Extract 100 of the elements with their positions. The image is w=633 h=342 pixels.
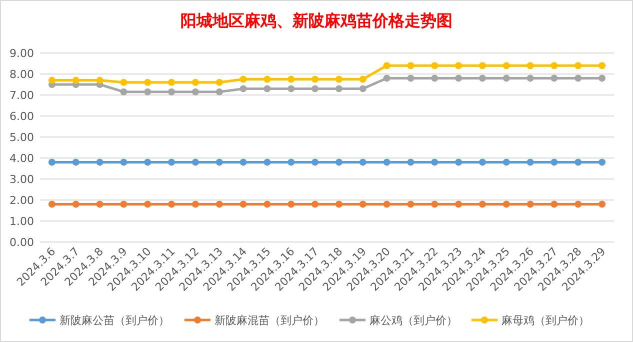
point — [192, 200, 199, 208]
point — [526, 158, 534, 166]
point — [168, 158, 176, 166]
point — [335, 76, 342, 83]
point — [288, 85, 295, 92]
point — [168, 78, 176, 86]
point — [168, 88, 176, 96]
point — [478, 158, 486, 166]
legend-label: 麻母鸡（到户价） — [502, 314, 590, 327]
point — [240, 158, 247, 166]
point — [502, 200, 510, 208]
point — [264, 200, 271, 208]
point — [264, 85, 271, 92]
point — [192, 78, 199, 86]
point — [526, 62, 534, 70]
point — [72, 76, 80, 84]
point — [312, 76, 319, 83]
point — [478, 62, 486, 70]
point — [598, 74, 606, 82]
point — [192, 88, 199, 96]
point — [96, 76, 104, 84]
point — [312, 158, 319, 166]
legend-label: 麻公鸡（到户价） — [370, 314, 458, 327]
point — [574, 200, 582, 208]
point — [383, 74, 390, 82]
point — [550, 158, 558, 166]
point — [240, 85, 247, 92]
point — [72, 158, 80, 166]
point — [550, 62, 558, 70]
point — [478, 74, 486, 82]
y-tick-label: 4.00 — [10, 152, 34, 165]
point — [216, 158, 223, 166]
point — [335, 85, 342, 92]
point — [431, 200, 438, 208]
y-tick-label: 9.00 — [10, 47, 34, 60]
point — [48, 158, 56, 166]
point — [455, 200, 462, 208]
point — [502, 158, 510, 166]
point — [48, 76, 56, 84]
y-tick-label: 7.00 — [10, 89, 34, 102]
point — [407, 158, 414, 166]
point — [192, 158, 199, 166]
y-tick-label: 1.00 — [10, 215, 34, 228]
point — [455, 62, 462, 70]
chart-title: 阳城地区麻鸡、新陂麻鸡苗价格走势图 — [180, 11, 452, 30]
point — [574, 158, 582, 166]
point — [72, 200, 80, 208]
point — [407, 200, 414, 208]
point — [288, 76, 295, 83]
point — [216, 78, 223, 86]
point — [144, 158, 152, 166]
point — [120, 78, 128, 86]
point — [335, 158, 342, 166]
point — [478, 200, 486, 208]
point — [383, 62, 390, 70]
point — [359, 85, 366, 92]
point — [144, 200, 152, 208]
point — [407, 74, 414, 82]
point — [598, 200, 606, 208]
point — [288, 158, 295, 166]
point — [144, 88, 152, 96]
point — [431, 74, 438, 82]
legend-label: 新陂麻公苗（到户价） — [60, 314, 170, 327]
point — [502, 62, 510, 70]
point — [168, 200, 176, 208]
point — [264, 76, 271, 83]
point — [240, 200, 247, 208]
point — [288, 200, 295, 208]
point — [96, 200, 104, 208]
point — [312, 200, 319, 208]
point — [431, 158, 438, 166]
legend-label: 新陂麻混苗（到户价） — [214, 314, 324, 327]
point — [120, 200, 128, 208]
y-tick-label: 5.00 — [10, 131, 34, 144]
point — [240, 76, 247, 83]
y-tick-label: 3.00 — [10, 173, 34, 186]
point — [264, 158, 271, 166]
point — [598, 62, 606, 70]
y-tick-label: 2.00 — [10, 194, 34, 207]
point — [383, 158, 390, 166]
point — [312, 85, 319, 92]
point — [407, 62, 414, 70]
point — [598, 158, 606, 166]
point — [335, 200, 342, 208]
point — [455, 158, 462, 166]
point — [455, 74, 462, 82]
point — [431, 62, 438, 70]
point — [359, 158, 366, 166]
point — [550, 200, 558, 208]
point — [526, 200, 534, 208]
point — [48, 200, 56, 208]
point — [550, 74, 558, 82]
point — [216, 88, 223, 96]
point — [359, 200, 366, 208]
point — [359, 76, 366, 83]
point — [574, 62, 582, 70]
point — [216, 200, 223, 208]
point — [574, 74, 582, 82]
point — [502, 74, 510, 82]
point — [96, 158, 104, 166]
